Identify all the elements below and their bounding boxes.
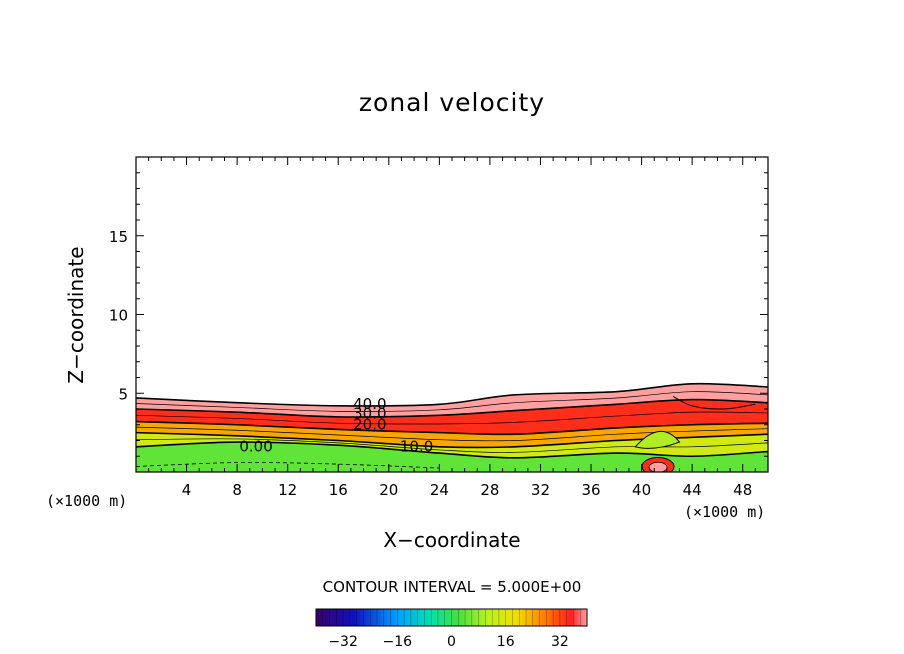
local-minimum	[634, 430, 681, 449]
chart-title: zonal velocity	[358, 88, 546, 117]
contour-line	[136, 382, 768, 407]
contour-label: 20.0	[353, 415, 386, 433]
colorbar: −32 −16 0 16 32	[315, 608, 588, 650]
x-tick-label: 32	[531, 481, 550, 499]
contour-label: 10.0	[400, 438, 433, 456]
x-tick-label: 8	[232, 481, 242, 499]
colorbar-tick-label: −32	[328, 634, 358, 650]
x-tick-label: 36	[581, 481, 600, 499]
contour-label: 30.0	[353, 404, 386, 422]
contour-line-negative	[136, 462, 440, 469]
colorbar-tick-label: 16	[497, 634, 515, 650]
x-unit-label-left: (×1000 m)	[46, 492, 128, 510]
contour-line-minor	[136, 411, 768, 425]
x-tick-label: 16	[329, 481, 348, 499]
contour-label: 0.00	[239, 438, 272, 456]
y-tick-label: 5	[118, 385, 128, 403]
x-tick-label: 48	[733, 481, 752, 499]
colorbar-tick-label: −16	[383, 634, 413, 650]
contour-line-minor	[136, 391, 768, 412]
x-tick-label: 24	[430, 481, 449, 499]
x-unit-label-right: (×1000 m)	[684, 503, 766, 521]
velocity-band	[136, 442, 768, 472]
x-tick-label: 28	[480, 481, 499, 499]
contour-line	[136, 420, 768, 436]
colorbar-tick-label: 0	[447, 634, 456, 650]
x-tick-label: 4	[182, 481, 192, 499]
contour-line-minor	[136, 438, 768, 453]
contour-line-minor	[672, 395, 756, 410]
y-tick-label: 10	[109, 307, 128, 325]
local-maximum-core	[648, 461, 668, 472]
contour-line	[136, 398, 768, 418]
contour-interval-label: CONTOUR INTERVAL = 5.000E+00	[322, 578, 582, 596]
x-tick-label: 44	[683, 481, 702, 499]
y-tick-label: 15	[109, 228, 128, 246]
contour-line-minor	[136, 426, 768, 442]
x-axis-label: X−coordinate	[383, 528, 521, 552]
x-tick-label: 20	[379, 481, 398, 499]
contour-label: 40.0	[353, 395, 386, 413]
colorbar-tick-label: 32	[551, 634, 569, 650]
contour-line	[136, 441, 768, 459]
x-tick-label: 12	[278, 481, 297, 499]
x-tick-label: 40	[632, 481, 651, 499]
